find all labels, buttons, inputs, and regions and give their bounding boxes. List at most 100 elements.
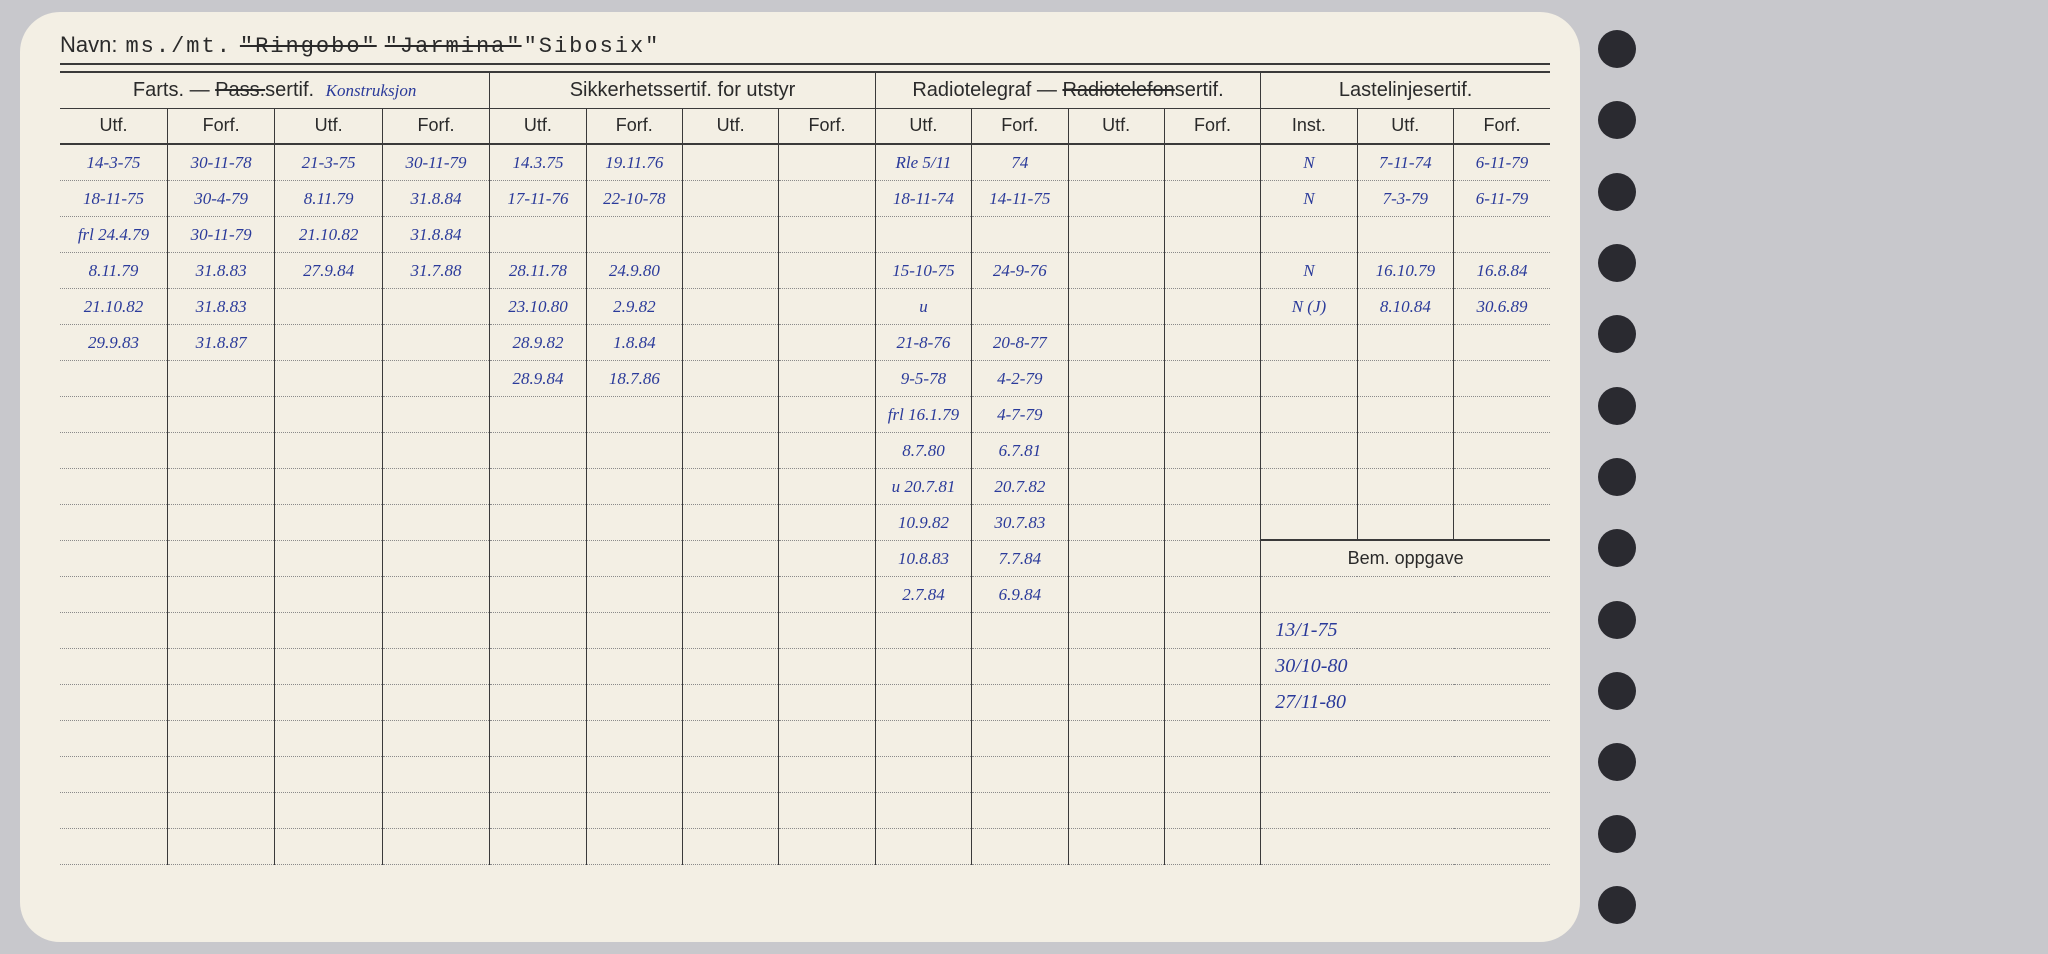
cell-s-utf1: 28.11.78 xyxy=(490,252,586,288)
table-row: frl 24.4.7930-11-7921.10.8231.8.84 xyxy=(60,216,1550,252)
table-row: 30/10-80 xyxy=(60,648,1550,684)
cell-s-forf1 xyxy=(586,396,682,432)
cell-value: 30-4-79 xyxy=(194,189,248,208)
vessel-name-current: "Sibosix" xyxy=(524,34,661,59)
cell-s-utf1 xyxy=(490,432,586,468)
col-f-forf1: Forf. xyxy=(167,108,274,144)
cell-r-utf2 xyxy=(1068,180,1164,216)
cell-r-forf1 xyxy=(972,828,1068,864)
cell-f-forf2 xyxy=(382,576,489,612)
cell-value: 31.8.83 xyxy=(196,297,247,316)
cell-f-utf2 xyxy=(275,360,382,396)
cell-f-forf2: 31.8.84 xyxy=(382,180,489,216)
cell-l-utf: 16.10.79 xyxy=(1357,252,1453,288)
cell-f-forf2 xyxy=(382,468,489,504)
cell-s-utf2 xyxy=(683,648,779,684)
cell-r-forf1: 6.9.84 xyxy=(972,576,1068,612)
cell-s-forf2 xyxy=(779,684,875,720)
cell-value: 16.8.84 xyxy=(1477,261,1528,280)
cell-value: 28.9.82 xyxy=(512,333,563,352)
cell-r-forf2 xyxy=(1164,756,1260,792)
cell-f-forf2 xyxy=(382,504,489,540)
cell-f-forf1: 31.8.83 xyxy=(167,252,274,288)
cell-r-utf1: 15-10-75 xyxy=(875,252,971,288)
cell-s-utf1: 17-11-76 xyxy=(490,180,586,216)
punch-hole xyxy=(1598,886,1636,924)
cell-s-forf2 xyxy=(779,252,875,288)
cell-value: 24.9.80 xyxy=(609,261,660,280)
cell-value: 31.8.84 xyxy=(411,189,462,208)
cell-s-forf1: 19.11.76 xyxy=(586,144,682,180)
cell-l-forf xyxy=(1454,360,1551,396)
cell-r-utf2 xyxy=(1068,252,1164,288)
cell-r-forf2 xyxy=(1164,576,1260,612)
cell-s-forf1 xyxy=(586,504,682,540)
table-row: 29.9.8331.8.8728.9.821.8.8421-8-7620-8-7… xyxy=(60,324,1550,360)
cell-value: 21.10.82 xyxy=(299,225,359,244)
cell-f-forf1 xyxy=(167,792,274,828)
cell-r-forf1: 20-8-77 xyxy=(972,324,1068,360)
cell-f-utf2 xyxy=(275,504,382,540)
cell-f-forf1: 30-11-78 xyxy=(167,144,274,180)
cell-l-forf xyxy=(1454,396,1551,432)
cell-f-utf1 xyxy=(60,828,167,864)
cell-l-utf xyxy=(1357,396,1453,432)
cell-value: 6-11-79 xyxy=(1476,153,1529,172)
cell-s-forf1 xyxy=(586,756,682,792)
punch-hole xyxy=(1598,387,1636,425)
cell-r-utf2 xyxy=(1068,720,1164,756)
cell-f-utf1 xyxy=(60,612,167,648)
cell-value: N xyxy=(1303,261,1314,280)
cell-f-utf2 xyxy=(275,432,382,468)
cell-r-forf2 xyxy=(1164,252,1260,288)
table-row: frl 16.1.79 4-7-79 xyxy=(60,396,1550,432)
punch-hole xyxy=(1598,815,1636,853)
cell-s-utf2 xyxy=(683,288,779,324)
cell-value: frl 16.1.79 xyxy=(888,405,959,424)
cell-f-utf1 xyxy=(60,540,167,576)
cell-value: 17-11-76 xyxy=(507,189,568,208)
cell-r-forf1: 4-2-79 xyxy=(972,360,1068,396)
cell-l-utf xyxy=(1357,504,1453,540)
cell-f-utf1 xyxy=(60,504,167,540)
vessel-name-struck-1: "Ringobo" xyxy=(240,34,377,59)
cell-r-forf1 xyxy=(972,288,1068,324)
cell-value: 14-11-75 xyxy=(989,189,1050,208)
cell-s-utf1 xyxy=(490,576,586,612)
bem-cell: 30/10-80 xyxy=(1261,648,1550,684)
cell-value: 14-3-75 xyxy=(87,153,141,172)
col-s-forf1: Forf. xyxy=(586,108,682,144)
cell-r-forf2 xyxy=(1164,828,1260,864)
cell-value: 16.10.79 xyxy=(1376,261,1436,280)
cell-value: 2.9.82 xyxy=(613,297,656,316)
cell-f-utf1: 14-3-75 xyxy=(60,144,167,180)
cell-l-forf xyxy=(1454,432,1551,468)
vessel-name-struck-2: "Jarmina" xyxy=(385,34,522,59)
cell-s-utf1: 23.10.80 xyxy=(490,288,586,324)
cell-s-utf1 xyxy=(490,720,586,756)
cell-f-utf2 xyxy=(275,468,382,504)
cell-value: 30.7.83 xyxy=(994,513,1045,532)
cell-f-forf2 xyxy=(382,432,489,468)
cell-s-forf1 xyxy=(586,720,682,756)
cell-f-utf2 xyxy=(275,288,382,324)
cell-l-inst xyxy=(1261,324,1357,360)
cell-s-utf2 xyxy=(683,468,779,504)
cell-r-utf2 xyxy=(1068,648,1164,684)
cell-l-forf xyxy=(1454,324,1551,360)
cell-f-forf2 xyxy=(382,648,489,684)
cell-s-utf2 xyxy=(683,720,779,756)
cell-s-utf2 xyxy=(683,828,779,864)
cell-value: u xyxy=(919,297,928,316)
cell-f-utf1 xyxy=(60,684,167,720)
cell-r-utf1: frl 16.1.79 xyxy=(875,396,971,432)
cell-r-utf1: 10.9.82 xyxy=(875,504,971,540)
cell-f-forf2 xyxy=(382,756,489,792)
cell-f-utf1 xyxy=(60,648,167,684)
cell-value: 28.11.78 xyxy=(509,261,567,280)
cell-value: 14.3.75 xyxy=(512,153,563,172)
cell-r-forf1: 6.7.81 xyxy=(972,432,1068,468)
cell-r-utf2 xyxy=(1068,576,1164,612)
cell-r-forf1: 4-7-79 xyxy=(972,396,1068,432)
cell-s-utf2 xyxy=(683,432,779,468)
